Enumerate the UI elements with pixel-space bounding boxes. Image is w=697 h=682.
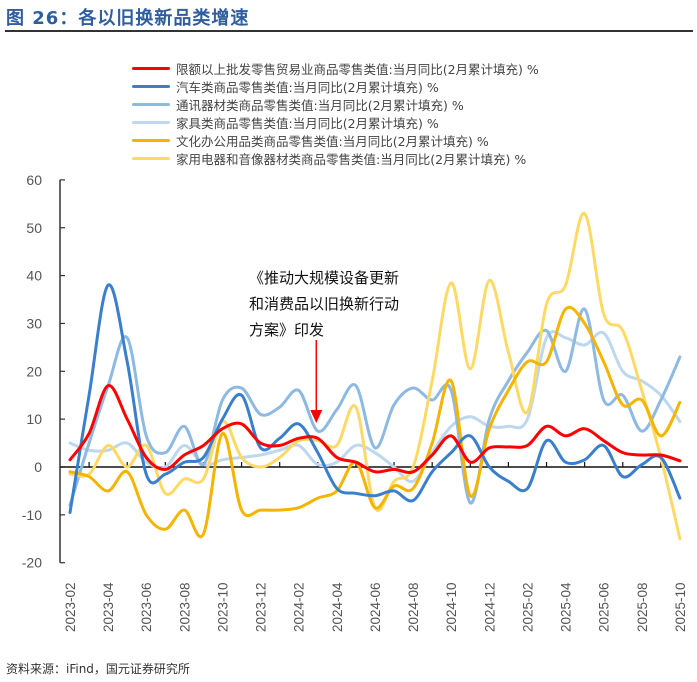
legend-swatch [132, 102, 170, 106]
x-tick-label: 2025-06 [597, 582, 612, 632]
y-tick-label: 50 [26, 220, 42, 236]
annotation-line-3: 方案》印发 [249, 321, 325, 339]
x-tick-label: 2023-08 [177, 582, 192, 632]
legend-label: 汽车类商品零售类值:当月同比(2月累计填充) % [176, 79, 439, 95]
legend-label: 家用电器和音像器材类商品零售类值:当月同比(2月累计填充) % [176, 151, 527, 167]
legend-item: 家用电器和音像器材类商品零售类值:当月同比(2月累计填充) % [132, 149, 539, 167]
series-line [68, 307, 682, 507]
series-line [68, 330, 682, 484]
y-tick-label: 0 [34, 459, 42, 475]
legend-item: 通讯器材类商品零售类值:当月同比(2月累计填充) % [132, 95, 539, 113]
legend-label: 限额以上批发零售贸易业商品零售类值:当月同比(2月累计填充) % [176, 61, 539, 77]
legend-swatch [132, 156, 170, 160]
annotation-line-2: 和消费品以旧换新行动 [249, 295, 400, 313]
source-note: 资料来源：iFind，国元证券研究所 [6, 662, 190, 676]
legend: 限额以上批发零售贸易业商品零售类值:当月同比(2月累计填充) % 汽车类商品零售类… [132, 59, 539, 167]
line-chart: 60 50 40 30 20 10 0 -10 -20 2023-02 2023-04 2023-06… [22, 172, 688, 632]
x-tick-label: 2024-12 [482, 582, 497, 632]
legend-item: 限额以上批发零售贸易业商品零售类值:当月同比(2月累计填充) % [132, 59, 539, 77]
legend-item: 家具类商品零售类值:当月同比(2月累计填充) % [132, 113, 539, 131]
legend-item: 文化办公用品类商品零售类值:当月同比(2月累计填充) % [132, 131, 539, 149]
x-tick-label: 2023-04 [101, 582, 116, 632]
legend-swatch [132, 66, 170, 70]
x-tick-label: 2025-08 [635, 582, 650, 632]
series-line [68, 211, 682, 541]
annotation-arrow-head [310, 410, 323, 423]
series-line [68, 384, 682, 474]
x-tick-label: 2024-08 [406, 582, 421, 632]
x-tick-label: 2023-10 [215, 582, 230, 632]
x-tick-label: 2025-04 [559, 582, 574, 632]
series-line [68, 283, 682, 514]
figure-title: 图 26：各以旧换新品类增速 [6, 8, 250, 29]
legend-swatch [132, 120, 170, 124]
y-tick-label: 60 [26, 172, 42, 188]
x-tick-label: 2023-02 [63, 582, 78, 632]
x-tick-label: 2024-04 [330, 582, 345, 632]
x-tick-label: 2024-06 [368, 582, 383, 632]
legend-swatch [132, 138, 170, 142]
y-tick-label: 40 [26, 268, 42, 284]
x-tick-label: 2024-10 [444, 582, 459, 632]
series-line [68, 305, 682, 539]
y-tick-label: -10 [22, 507, 42, 523]
y-tick-label: -20 [22, 555, 42, 571]
x-tick-label: 2023-06 [139, 582, 154, 632]
title-divider [5, 30, 693, 32]
x-tick-label: 2025-02 [520, 582, 535, 632]
legend-label: 文化办公用品类商品零售类值:当月同比(2月累计填充) % [176, 133, 489, 149]
y-tick-label: 30 [26, 315, 42, 331]
legend-item: 汽车类商品零售类值:当月同比(2月累计填充) % [132, 77, 539, 95]
legend-label: 家具类商品零售类值:当月同比(2月累计填充) % [176, 115, 439, 131]
x-tick-label: 2023-12 [254, 582, 269, 632]
x-tick-label: 2025-10 [673, 582, 688, 632]
y-tick-label: 10 [26, 411, 42, 427]
annotation-line-1: 《推动大规模设备更新 [249, 269, 400, 287]
y-tick-label: 20 [26, 363, 42, 379]
x-tick-label: 2024-02 [292, 582, 307, 632]
legend-swatch [132, 84, 170, 88]
legend-label: 通讯器材类商品零售类值:当月同比(2月累计填充) % [176, 97, 464, 113]
